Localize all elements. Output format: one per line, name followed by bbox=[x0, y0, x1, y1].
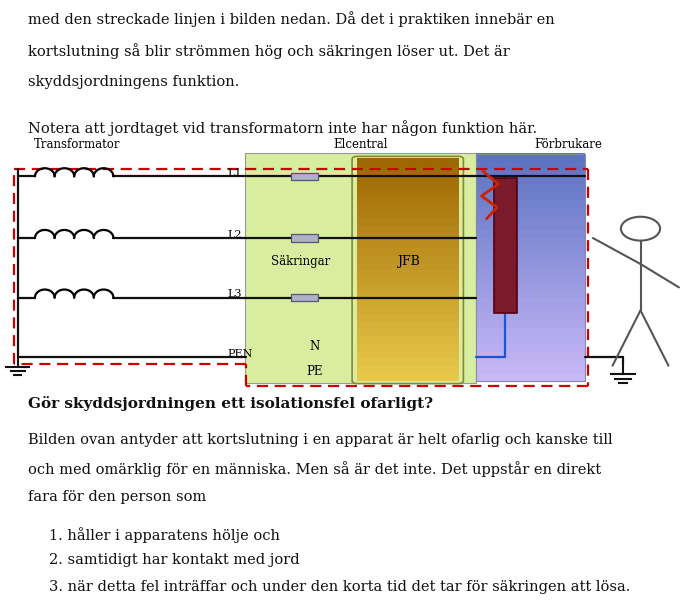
Bar bbox=[245, 153, 476, 383]
Bar bbox=[476, 184, 584, 192]
Text: med den streckade linjen i bilden nedan. Då det i praktiken innebär en: med den streckade linjen i bilden nedan.… bbox=[28, 11, 554, 27]
Text: 3. när detta fel inträffar och under den korta tid det tar för säkringen att lös: 3. när detta fel inträffar och under den… bbox=[49, 579, 631, 593]
Bar bbox=[357, 195, 458, 204]
Bar bbox=[476, 313, 584, 321]
Bar bbox=[357, 159, 458, 167]
Text: Transformator: Transformator bbox=[34, 138, 120, 151]
Bar bbox=[357, 306, 458, 314]
Bar bbox=[357, 254, 458, 263]
Text: JFB: JFB bbox=[397, 255, 419, 268]
Bar bbox=[357, 247, 458, 255]
Bar bbox=[357, 343, 458, 351]
Bar bbox=[476, 237, 584, 245]
Bar bbox=[476, 289, 584, 298]
Text: kortslutning så blir strömmen hög och säkringen löser ut. Det är: kortslutning så blir strömmen hög och sä… bbox=[28, 43, 510, 59]
Bar bbox=[357, 299, 458, 307]
Text: N: N bbox=[310, 340, 320, 353]
Bar bbox=[476, 335, 584, 344]
Bar bbox=[357, 225, 458, 233]
Bar bbox=[476, 252, 584, 260]
Bar bbox=[476, 154, 584, 381]
Bar bbox=[476, 282, 584, 291]
Bar bbox=[357, 166, 458, 174]
Bar bbox=[357, 173, 458, 181]
Bar bbox=[476, 199, 584, 207]
Text: Bilden ovan antyder att kortslutning i en apparat är helt ofarlig och kanske til: Bilden ovan antyder att kortslutning i e… bbox=[28, 433, 612, 447]
Bar bbox=[476, 350, 584, 359]
Bar bbox=[291, 173, 318, 180]
Bar bbox=[476, 153, 584, 162]
Bar bbox=[476, 365, 584, 374]
Bar bbox=[357, 232, 458, 240]
Text: Gör skyddsjordningen ett isolationsfel ofarligt?: Gör skyddsjordningen ett isolationsfel o… bbox=[28, 396, 433, 410]
Text: 2. samtidigt har kontakt med jord: 2. samtidigt har kontakt med jord bbox=[49, 553, 300, 567]
Bar bbox=[476, 373, 584, 381]
Bar bbox=[476, 221, 584, 230]
Text: PE: PE bbox=[307, 365, 323, 378]
Bar bbox=[476, 168, 584, 177]
Bar bbox=[476, 328, 584, 336]
Bar bbox=[476, 358, 584, 366]
Text: 1. håller i apparatens hölje och: 1. håller i apparatens hölje och bbox=[49, 527, 280, 543]
Bar bbox=[357, 269, 458, 277]
Bar bbox=[291, 294, 318, 301]
Bar bbox=[476, 161, 584, 170]
Bar bbox=[476, 275, 584, 283]
Bar bbox=[357, 202, 458, 211]
Bar bbox=[357, 210, 458, 218]
Bar bbox=[357, 181, 458, 189]
Bar bbox=[357, 358, 458, 366]
Text: L2: L2 bbox=[228, 230, 242, 240]
Bar bbox=[357, 218, 458, 226]
Bar bbox=[357, 277, 458, 285]
Text: Förbrukare: Förbrukare bbox=[535, 138, 603, 151]
Text: fara för den person som: fara för den person som bbox=[28, 490, 206, 504]
Bar bbox=[476, 305, 584, 313]
Bar bbox=[357, 291, 458, 300]
Bar bbox=[476, 229, 584, 238]
Bar bbox=[476, 214, 584, 223]
Text: L3: L3 bbox=[228, 289, 242, 299]
Bar bbox=[476, 176, 584, 184]
Bar bbox=[357, 321, 458, 329]
Bar bbox=[494, 179, 517, 313]
Text: Elcentral: Elcentral bbox=[333, 138, 388, 151]
Bar bbox=[357, 336, 458, 344]
Bar bbox=[357, 365, 458, 373]
Bar bbox=[357, 350, 458, 359]
Text: och med omärklig för en människa. Men så är det inte. Det uppstår en direkt: och med omärklig för en människa. Men så… bbox=[28, 461, 601, 477]
Text: Notera att jordtaget vid transformatorn inte har någon funktion här.: Notera att jordtaget vid transformatorn … bbox=[28, 120, 537, 136]
Bar bbox=[357, 261, 458, 270]
Text: L1: L1 bbox=[228, 168, 242, 178]
Text: skyddsjordningens funktion.: skyddsjordningens funktion. bbox=[28, 75, 239, 89]
Bar bbox=[291, 235, 318, 241]
Bar bbox=[476, 320, 584, 328]
Bar bbox=[476, 260, 584, 268]
Bar bbox=[357, 328, 458, 336]
Bar bbox=[476, 297, 584, 306]
Bar bbox=[357, 240, 458, 248]
Bar bbox=[476, 206, 584, 215]
Bar bbox=[357, 188, 458, 196]
Bar bbox=[357, 313, 458, 322]
Bar bbox=[476, 191, 584, 199]
Text: Säkringar: Säkringar bbox=[272, 255, 330, 268]
Text: PEN: PEN bbox=[228, 349, 253, 359]
Bar bbox=[476, 244, 584, 253]
Bar bbox=[357, 372, 458, 381]
Bar bbox=[357, 284, 458, 292]
Bar bbox=[476, 343, 584, 351]
Bar bbox=[476, 267, 584, 275]
